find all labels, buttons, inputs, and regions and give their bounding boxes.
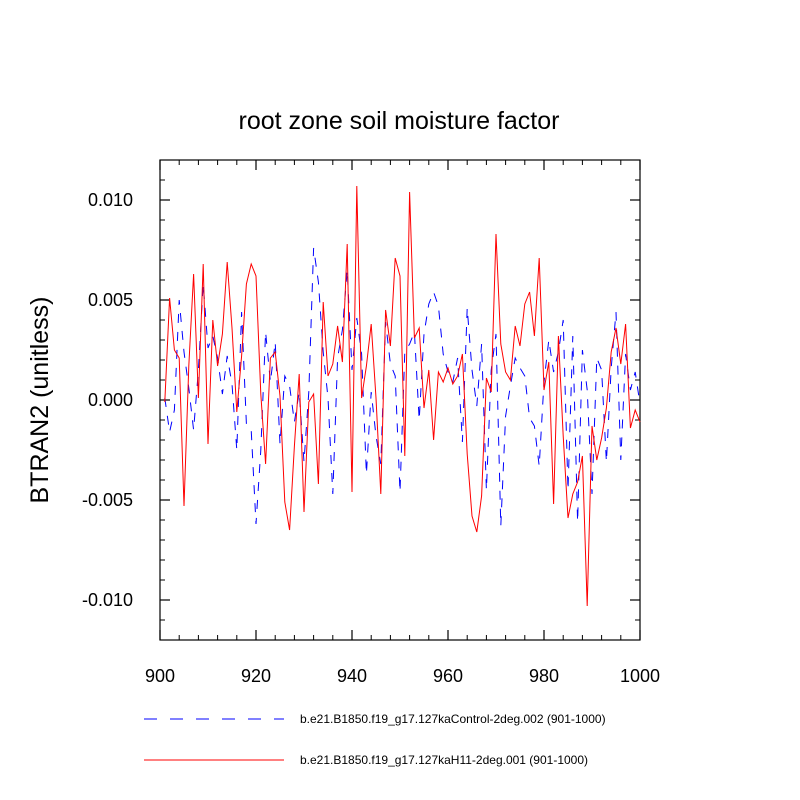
y-tick-label: -0.010 [82,590,133,610]
plot-border [159,159,641,641]
y-tick-label: -0.005 [82,490,133,510]
y-tick-labels: -0.010 -0.005 0.000 0.005 0.010 [82,190,133,610]
y-tick-label: 0.005 [88,290,133,310]
legend-label-2: b.e21.B1850.f19_g17.127kaH11-2deg.001 (9… [300,753,588,767]
x-tick-label: 900 [145,666,175,686]
chart-title: root zone soil moisture factor [239,107,560,135]
x-tick-label: 960 [433,666,463,686]
legend-label-1: b.e21.B1850.f19_g17.127kaControl-2deg.00… [300,712,606,726]
plot-frame [159,159,641,641]
minor-ticks [160,159,640,641]
series-line-1 [164,247,641,527]
y-axis-label: BTRAN2 (unitless) [26,297,54,504]
x-tick-label: 980 [529,666,559,686]
x-tick-label: 940 [337,666,367,686]
y-tick-label: 0.000 [88,390,133,410]
series-lines [164,185,641,607]
legend: b.e21.B1850.f19_g17.127kaControl-2deg.00… [144,712,606,767]
major-ticks [159,160,641,640]
x-tick-labels: 900 920 940 960 980 1000 [145,666,660,686]
x-tick-label: 1000 [620,666,660,686]
y-tick-label: 0.010 [88,190,133,210]
series-line-2 [164,185,641,607]
x-tick-label: 920 [241,666,271,686]
